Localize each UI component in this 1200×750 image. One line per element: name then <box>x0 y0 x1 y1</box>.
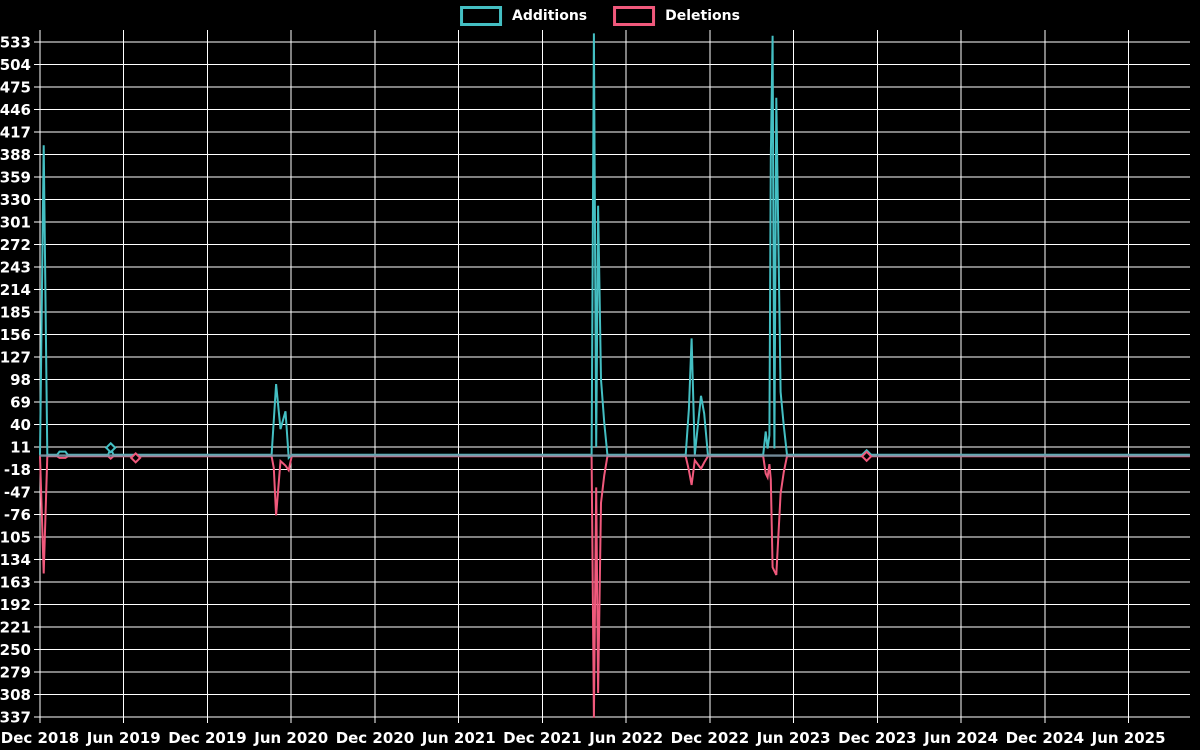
y-tick-label: 475 <box>0 79 31 97</box>
x-tick-label: Dec 2024 <box>1006 729 1085 747</box>
y-tick-label: 330 <box>0 191 31 209</box>
x-tick-label: Jun 2021 <box>421 729 496 747</box>
y-tick-label: 417 <box>0 124 31 142</box>
y-tick-label: 40 <box>10 416 31 434</box>
y-tick-label: -163 <box>0 574 31 592</box>
y-tick-label: 127 <box>0 349 31 367</box>
y-tick-label: -279 <box>0 664 31 682</box>
legend-item-deletions[interactable]: Deletions <box>613 6 740 26</box>
deletions-point-marker <box>129 451 142 464</box>
y-tick-label: -337 <box>0 709 31 727</box>
x-tick-label: Dec 2018 <box>1 729 80 747</box>
y-tick-label: 98 <box>10 371 31 389</box>
y-tick-label: 214 <box>0 281 31 299</box>
deletions-legend-label: Deletions <box>665 8 740 24</box>
x-tick-label: Jun 2019 <box>86 729 161 747</box>
x-tick-label: Dec 2023 <box>838 729 917 747</box>
y-tick-label: -192 <box>0 596 31 614</box>
x-tick-label: Dec 2020 <box>336 729 415 747</box>
y-tick-label: 388 <box>0 146 31 164</box>
x-tick-label: Dec 2022 <box>671 729 750 747</box>
x-tick-label: Jun 2022 <box>588 729 663 747</box>
y-tick-label: 533 <box>0 34 31 52</box>
x-tick-label: Jun 2025 <box>1091 729 1166 747</box>
additions-line <box>39 33 1190 461</box>
y-tick-label: -221 <box>0 619 31 637</box>
y-tick-label: -105 <box>0 529 31 547</box>
additions-point-marker <box>104 441 117 454</box>
legend: Additions Deletions <box>460 6 740 26</box>
x-tick-label: Dec 2019 <box>168 729 247 747</box>
y-tick-label: -134 <box>0 551 31 569</box>
deletions-point-marker <box>860 450 873 463</box>
y-tick-label: -18 <box>4 461 31 479</box>
y-tick-label: -250 <box>0 641 31 659</box>
y-tick-label: -76 <box>4 506 31 524</box>
y-tick-label: 359 <box>0 169 31 187</box>
y-tick-label: 156 <box>0 326 31 344</box>
y-tick-label: -47 <box>4 484 31 502</box>
y-tick-label: 185 <box>0 304 31 322</box>
additions-swatch-icon <box>460 6 503 26</box>
x-tick-label: Jun 2020 <box>253 729 328 747</box>
x-tick-label: Jun 2024 <box>923 729 998 747</box>
y-tick-label: 504 <box>0 56 31 74</box>
y-tick-label: 69 <box>10 394 31 412</box>
y-tick-label: 301 <box>0 214 31 232</box>
additions-legend-label: Additions <box>512 8 588 24</box>
x-tick-label: Dec 2021 <box>503 729 582 747</box>
y-tick-label: 243 <box>0 259 31 277</box>
y-tick-label: 11 <box>10 439 31 457</box>
deletions-swatch-icon <box>613 6 656 26</box>
y-tick-label: 272 <box>0 236 31 254</box>
x-tick-label: Jun 2023 <box>756 729 831 747</box>
y-tick-label: -308 <box>0 686 31 704</box>
y-tick-label: 446 <box>0 101 31 119</box>
deletions-line <box>39 455 1190 718</box>
legend-item-additions[interactable]: Additions <box>460 6 587 26</box>
